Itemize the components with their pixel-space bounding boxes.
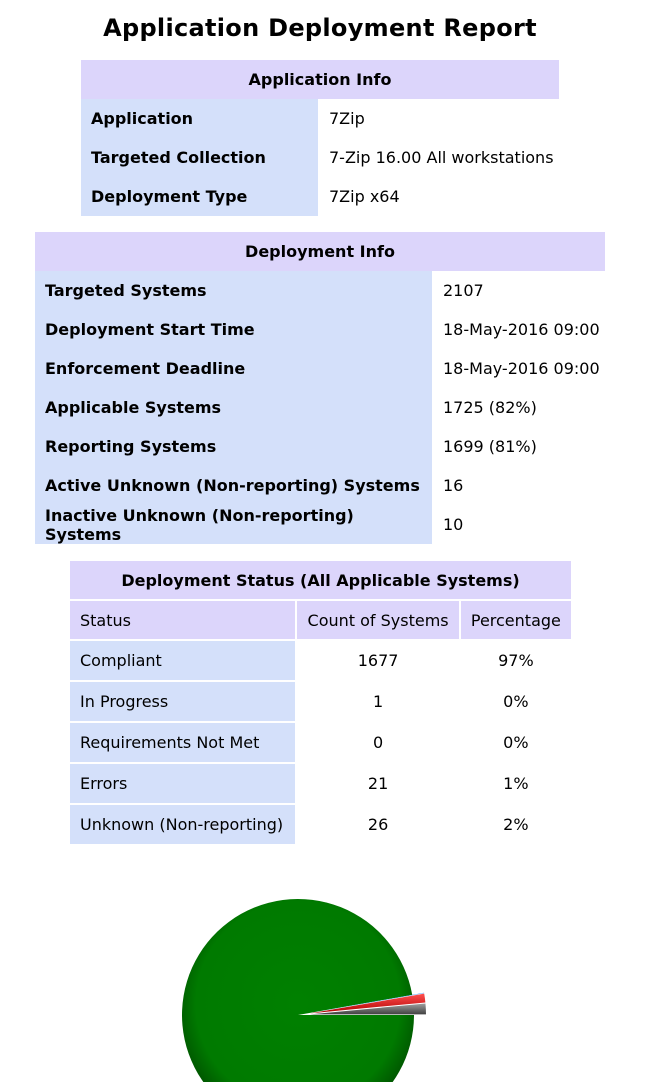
count-cell: 21: [295, 763, 460, 805]
table-row: Reporting Systems 1699 (81%): [35, 427, 605, 466]
deployment-start-time-label: Deployment Start Time: [35, 310, 432, 349]
active-unknown-label: Active Unknown (Non-reporting) Systems: [35, 466, 432, 505]
deployment-info-header: Deployment Info: [35, 232, 605, 271]
status-cell: In Progress: [70, 681, 297, 723]
table-row: Application 7Zip: [81, 99, 559, 138]
application-label: Application: [81, 99, 318, 138]
count-cell: 1677: [295, 640, 460, 682]
count-cell: 1: [295, 681, 460, 723]
errors-slice: [309, 993, 426, 1014]
unknown-slice: [309, 1003, 426, 1015]
compliant-slice: [182, 898, 414, 1082]
status-cell: Compliant: [70, 640, 297, 682]
report-title: Application Deployment Report: [103, 14, 537, 42]
targeted-systems-value: 2107: [432, 271, 605, 310]
percentage-cell: 1%: [458, 763, 571, 805]
inactive-unknown-label: Inactive Unknown (Non-reporting) Systems: [35, 505, 432, 544]
status-cell: Requirements Not Met: [70, 722, 297, 764]
applicable-systems-value: 1725 (82%): [432, 388, 605, 427]
table-row: In Progress 1 0%: [70, 681, 571, 723]
count-cell: 26: [295, 804, 460, 846]
enforcement-deadline-value: 18-May-2016 09:00: [432, 349, 605, 388]
deployment-status-header: Deployment Status (All Applicable System…: [70, 561, 571, 601]
deployment-type-value: 7Zip x64: [318, 177, 559, 216]
inactive-unknown-value: 10: [432, 505, 605, 544]
in-progress-slice: [309, 992, 425, 1013]
active-unknown-value: 16: [432, 466, 605, 505]
table-row: Active Unknown (Non-reporting) Systems 1…: [35, 466, 605, 505]
table-row: Requirements Not Met 0 0%: [70, 722, 571, 764]
deployment-status-pie-chart: [182, 898, 426, 1082]
table-row: Compliant 1677 97%: [70, 640, 571, 682]
table-row: Deployment Start Time 18-May-2016 09:00: [35, 310, 605, 349]
enforcement-deadline-label: Enforcement Deadline: [35, 349, 432, 388]
targeted-systems-label: Targeted Systems: [35, 271, 432, 310]
targeted-collection-label: Targeted Collection: [81, 138, 318, 177]
table-row: Unknown (Non-reporting) 26 2%: [70, 804, 571, 846]
application-info-header: Application Info: [81, 60, 559, 99]
percentage-cell: 0%: [458, 722, 571, 764]
deployment-start-time-value: 18-May-2016 09:00: [432, 310, 605, 349]
percentage-column-header: Percentage: [458, 600, 571, 641]
percentage-cell: 0%: [458, 681, 571, 723]
reporting-systems-label: Reporting Systems: [35, 427, 432, 466]
table-row: Deployment Type 7Zip x64: [81, 177, 559, 216]
percentage-cell: 2%: [458, 804, 571, 846]
table-row: Applicable Systems 1725 (82%): [35, 388, 605, 427]
table-row: Enforcement Deadline 18-May-2016 09:00: [35, 349, 605, 388]
application-info-table: Application Info Application 7Zip Target…: [81, 60, 559, 216]
status-cell: Errors: [70, 763, 297, 805]
count-column-header: Count of Systems: [295, 600, 460, 641]
table-row: Targeted Collection 7-Zip 16.00 All work…: [81, 138, 559, 177]
targeted-collection-value: 7-Zip 16.00 All workstations: [318, 138, 559, 177]
table-row: Targeted Systems 2107: [35, 271, 605, 310]
count-cell: 0: [295, 722, 460, 764]
table-row: Inactive Unknown (Non-reporting) Systems…: [35, 505, 605, 544]
percentage-cell: 97%: [458, 640, 571, 682]
column-header-row: Status Count of Systems Percentage: [70, 600, 571, 641]
application-value: 7Zip: [318, 99, 559, 138]
status-column-header: Status: [70, 600, 297, 641]
deployment-type-label: Deployment Type: [81, 177, 318, 216]
reporting-systems-value: 1699 (81%): [432, 427, 605, 466]
status-cell: Unknown (Non-reporting): [70, 804, 297, 846]
applicable-systems-label: Applicable Systems: [35, 388, 432, 427]
deployment-info-table: Deployment Info Targeted Systems 2107 De…: [35, 232, 605, 544]
table-row: Errors 21 1%: [70, 763, 571, 805]
deployment-status-table: Deployment Status (All Applicable System…: [70, 561, 571, 846]
